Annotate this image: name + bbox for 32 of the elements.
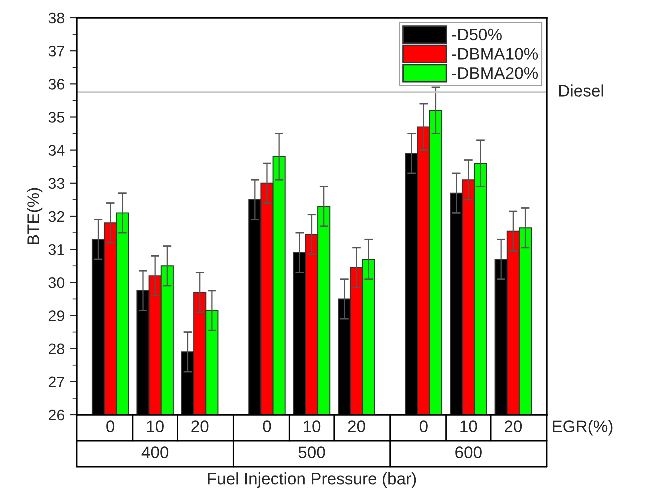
x-axis-title: Fuel Injection Pressure (bar) [208, 472, 416, 488]
legend-label: -D50% [452, 28, 502, 41]
x-tick-label: 10 [147, 420, 164, 432]
text: 400 [142, 446, 169, 458]
y-tick-label: 26 [48, 410, 65, 421]
y-tick-label: 33 [48, 178, 65, 190]
y-tick-label: 30 [48, 278, 65, 288]
y-tick-label: 37 [48, 46, 64, 57]
y-tick-label: 29 [48, 310, 64, 322]
text: 600 [456, 446, 482, 458]
y-tick-label: 34 [48, 145, 65, 156]
x-tick-label: 0 [420, 420, 428, 432]
y-tick-label: 35 [48, 112, 65, 123]
y-tick-label: 31 [48, 244, 64, 256]
x-tick-label: 10 [460, 420, 478, 432]
x-tick-label: 0 [106, 420, 115, 432]
x-tick-label: 0 [263, 420, 272, 432]
legend-label: -DBMA20% [452, 67, 538, 80]
y-axis-title: BTE(%) [27, 188, 43, 244]
x-tick-label: 20 [192, 420, 209, 432]
x-tick-label: 10 [304, 420, 321, 432]
ref-line-label: Diesel [559, 84, 604, 97]
text: EGR(%) [553, 420, 613, 436]
y-tick-label: 28 [48, 344, 65, 355]
y-tick-label: 38 [48, 12, 65, 24]
x-tick-label: 20 [348, 420, 366, 432]
legend-label: -DBMA10% [452, 48, 538, 60]
text: 500 [298, 446, 326, 458]
y-tick-label: 32 [48, 211, 64, 222]
y-tick-label: 27 [48, 376, 64, 388]
y-tick-label: 36 [48, 79, 65, 90]
x-tick-label: 20 [505, 420, 522, 432]
